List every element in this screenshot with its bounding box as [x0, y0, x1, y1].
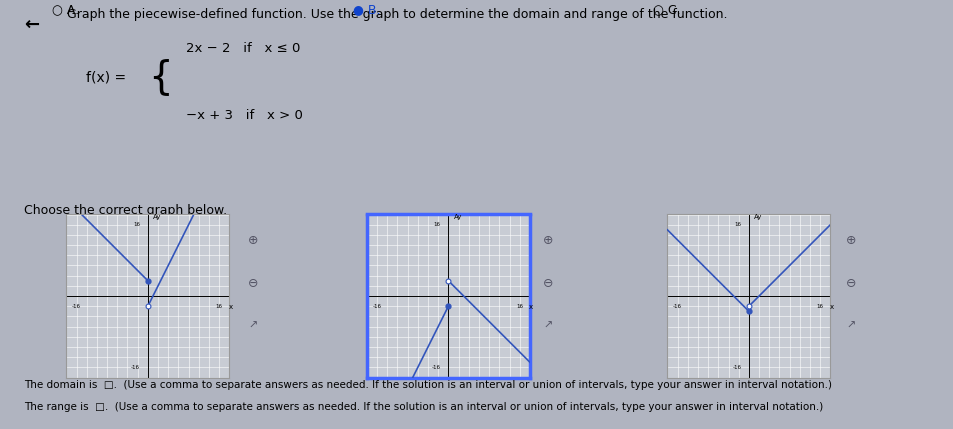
Text: ←: ← — [24, 15, 39, 33]
Text: 16: 16 — [516, 304, 522, 308]
Text: f(x) =: f(x) = — [86, 70, 126, 84]
Text: Ay: Ay — [152, 214, 161, 221]
Text: Choose the correct graph below.: Choose the correct graph below. — [24, 204, 227, 218]
Text: 16: 16 — [133, 222, 140, 227]
Text: -16: -16 — [673, 304, 681, 308]
Text: ↗: ↗ — [543, 321, 553, 331]
Text: ⊕: ⊕ — [844, 234, 856, 247]
Text: ○ A.: ○ A. — [52, 3, 79, 16]
Text: x: x — [528, 304, 533, 310]
Text: x: x — [828, 304, 833, 310]
Text: ⊕: ⊕ — [247, 234, 258, 247]
Text: ⊖: ⊖ — [542, 277, 554, 290]
Text: ↗: ↗ — [845, 321, 855, 331]
Text: ⊖: ⊖ — [247, 277, 258, 290]
Text: -16: -16 — [132, 365, 140, 370]
Text: x: x — [228, 304, 233, 310]
Text: -16: -16 — [432, 365, 440, 370]
Text: 16: 16 — [434, 222, 440, 227]
Text: The domain is  □.  (Use a comma to separate answers as needed. If the solution i: The domain is □. (Use a comma to separat… — [24, 381, 831, 390]
Text: −x + 3   if   x > 0: −x + 3 if x > 0 — [186, 109, 303, 122]
Text: -16: -16 — [732, 365, 740, 370]
Text: ● B.: ● B. — [353, 3, 380, 16]
Text: Ay: Ay — [453, 214, 461, 221]
Text: -16: -16 — [373, 304, 381, 308]
Text: The range is  □.  (Use a comma to separate answers as needed. If the solution is: The range is □. (Use a comma to separate… — [24, 402, 822, 412]
Text: Graph the piecewise-defined function. Use the graph to determine the domain and : Graph the piecewise-defined function. Us… — [67, 8, 726, 21]
Text: ⊖: ⊖ — [844, 277, 856, 290]
Text: 16: 16 — [215, 304, 222, 308]
Text: Ay: Ay — [753, 214, 761, 221]
Text: ↗: ↗ — [248, 321, 257, 331]
Text: ○ C.: ○ C. — [653, 3, 680, 16]
Text: ⊕: ⊕ — [542, 234, 554, 247]
Text: 2x − 2   if   x ≤ 0: 2x − 2 if x ≤ 0 — [186, 42, 300, 55]
Text: -16: -16 — [72, 304, 81, 308]
Text: 16: 16 — [816, 304, 822, 308]
Text: 16: 16 — [734, 222, 740, 227]
Text: {: { — [148, 58, 172, 96]
